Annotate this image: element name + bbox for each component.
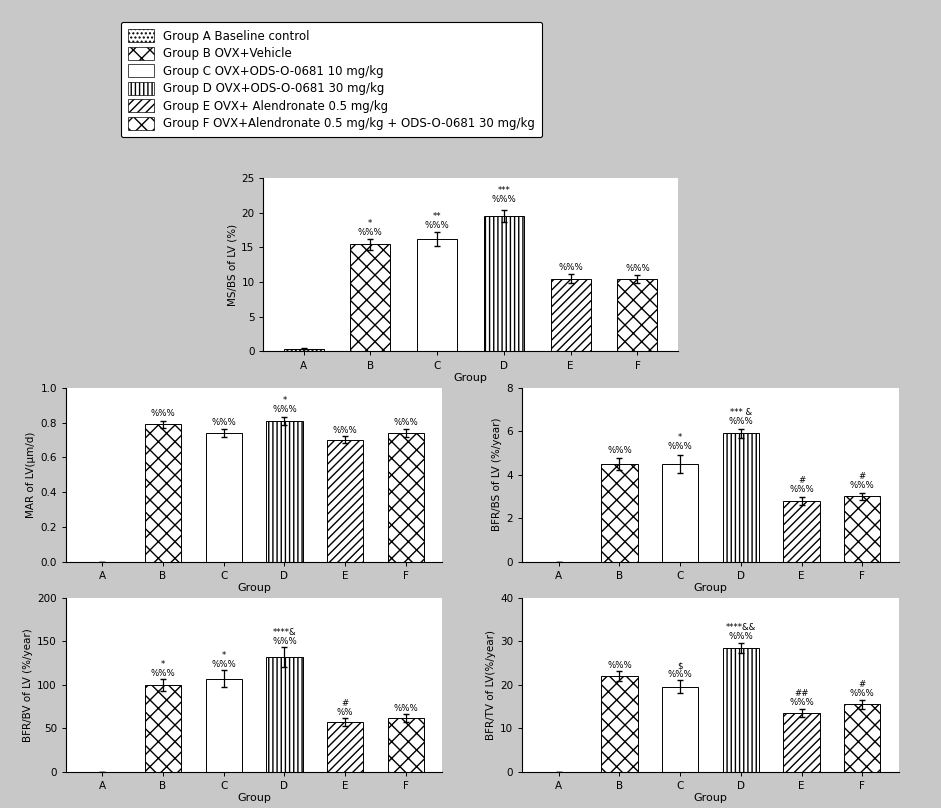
Bar bbox=[550, 279, 591, 351]
Bar bbox=[783, 713, 820, 772]
Y-axis label: BFR/BS of LV (%/year): BFR/BS of LV (%/year) bbox=[492, 418, 502, 532]
Text: #
%%%: # %%% bbox=[789, 476, 814, 494]
Text: %%%: %%% bbox=[151, 409, 175, 419]
Bar bbox=[723, 648, 759, 772]
Bar bbox=[783, 501, 820, 562]
Bar bbox=[601, 676, 638, 772]
Bar bbox=[350, 245, 391, 351]
Bar bbox=[617, 280, 658, 351]
X-axis label: Group: Group bbox=[454, 373, 487, 383]
Bar bbox=[417, 239, 457, 351]
Text: *
%%%: * %%% bbox=[668, 433, 693, 451]
Bar bbox=[283, 349, 324, 351]
Bar bbox=[388, 718, 424, 772]
Y-axis label: BFR/TV of LV(%/year): BFR/TV of LV(%/year) bbox=[486, 629, 496, 740]
Text: %%%: %%% bbox=[393, 704, 418, 713]
Text: #
%%%: # %%% bbox=[850, 472, 874, 490]
Text: #
%%%: # %%% bbox=[850, 680, 874, 698]
Bar bbox=[266, 421, 303, 562]
Y-axis label: BFR/BV of LV (%/year): BFR/BV of LV (%/year) bbox=[23, 628, 33, 742]
Bar bbox=[145, 424, 182, 562]
Text: **
%%%: ** %%% bbox=[424, 212, 450, 230]
Bar bbox=[205, 433, 242, 562]
Text: ***
%%%: *** %%% bbox=[491, 186, 517, 204]
Bar bbox=[205, 679, 242, 772]
X-axis label: Group: Group bbox=[237, 793, 271, 803]
Text: *
%%%: * %%% bbox=[212, 651, 236, 669]
Bar bbox=[844, 705, 881, 772]
Bar bbox=[266, 657, 303, 772]
Bar bbox=[662, 464, 698, 562]
Text: *
%%%: * %%% bbox=[151, 660, 175, 678]
Text: %%%: %%% bbox=[607, 446, 631, 455]
Text: *
%%%: * %%% bbox=[272, 396, 296, 414]
Text: *** &
%%%: *** & %%% bbox=[728, 408, 753, 426]
Y-axis label: MAR of LV(μm/d): MAR of LV(μm/d) bbox=[26, 431, 36, 518]
Bar bbox=[723, 433, 759, 562]
Legend: Group A Baseline control, Group B OVX+Vehicle, Group C OVX+ODS-O-0681 10 mg/kg, : Group A Baseline control, Group B OVX+Ve… bbox=[120, 22, 542, 137]
Bar bbox=[662, 687, 698, 772]
X-axis label: Group: Group bbox=[237, 583, 271, 593]
Text: $
%%%: $ %%% bbox=[668, 661, 693, 680]
Text: #
%%: # %% bbox=[337, 699, 354, 717]
Bar bbox=[601, 464, 638, 562]
Bar bbox=[327, 722, 363, 772]
Text: %%%: %%% bbox=[333, 426, 358, 435]
Bar bbox=[145, 684, 182, 772]
Text: %%%: %%% bbox=[393, 418, 418, 427]
Text: *
%%%: * %%% bbox=[358, 219, 383, 237]
Text: %%%: %%% bbox=[625, 264, 650, 273]
Text: ****&
%%%: ****& %%% bbox=[272, 628, 296, 646]
Text: ##
%%%: ## %%% bbox=[789, 689, 814, 707]
Bar bbox=[388, 433, 424, 562]
Text: %%%: %%% bbox=[212, 418, 236, 427]
Text: %%%: %%% bbox=[558, 263, 583, 272]
Bar bbox=[484, 216, 524, 351]
Text: ****&&
%%%: ****&& %%% bbox=[726, 623, 756, 642]
Bar bbox=[844, 496, 881, 562]
Y-axis label: MS/BS of LV (%): MS/BS of LV (%) bbox=[227, 224, 237, 305]
X-axis label: Group: Group bbox=[694, 583, 727, 593]
X-axis label: Group: Group bbox=[694, 793, 727, 803]
Text: %%%: %%% bbox=[607, 661, 631, 670]
Bar bbox=[327, 440, 363, 562]
